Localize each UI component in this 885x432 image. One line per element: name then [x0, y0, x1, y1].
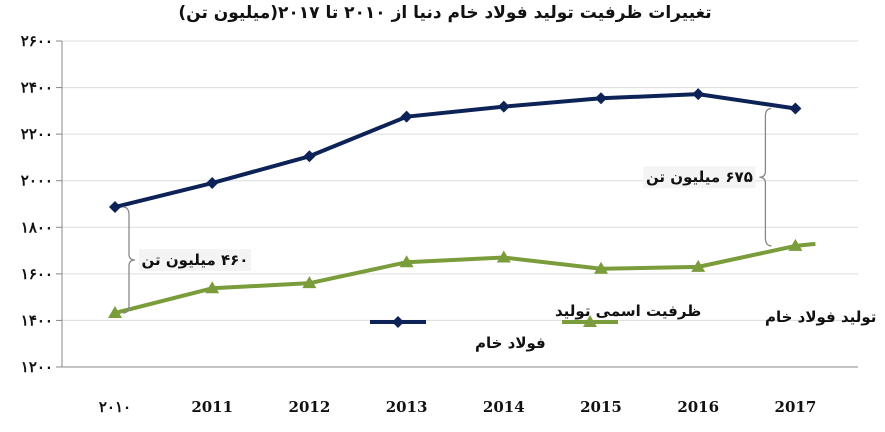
data-point	[400, 110, 413, 123]
data-point	[788, 238, 803, 251]
x-tick-label: 2015	[580, 398, 622, 416]
x-tick-label: 2013	[386, 398, 428, 416]
y-tick-label: ۱۴۰۰	[21, 311, 53, 329]
series-line	[114, 92, 796, 209]
y-tick-label: ۲۴۰۰	[21, 79, 53, 97]
y-tick-label: ۲۰۰۰	[21, 172, 53, 190]
x-axis-ticks: ۲۰۱۰ 2011 2012 2013 2014 2015 2016 2017	[99, 398, 816, 416]
series-group	[108, 88, 816, 318]
y-tick-label: ۱۲۰۰	[21, 358, 53, 376]
legend-label-production: تولید فولاد خام	[765, 308, 876, 326]
annotations: ۴۶۰ میلیون تن ۶۷۵ میلیون تن	[122, 107, 772, 314]
x-tick-label: 2012	[289, 398, 331, 416]
x-tick-label: 2017	[775, 398, 817, 416]
data-point	[691, 259, 706, 272]
data-point	[205, 281, 220, 294]
legend-label-capacity: ظرفیت اسمی تولید	[555, 302, 701, 320]
x-tick-label: 2016	[677, 398, 719, 416]
y-tick-label: ۱۸۰۰	[21, 218, 53, 236]
x-tick-label: 2014	[483, 398, 525, 416]
data-point	[108, 305, 122, 318]
legend-marker-capacity	[392, 316, 404, 328]
data-point	[206, 177, 219, 190]
data-point	[399, 255, 414, 268]
y-tick-label: ۲۶۰۰	[21, 32, 53, 50]
annotation-box	[643, 166, 756, 189]
annotation-label: ۶۷۵ میلیون تن	[646, 168, 753, 186]
series-line	[114, 243, 796, 315]
data-point	[789, 102, 802, 115]
x-tick-label: ۲۰۱۰	[99, 398, 131, 416]
data-point	[497, 100, 510, 113]
chart-title: تغییرات ظرفیت تولید فولاد خام دنیا از ۲۰…	[178, 3, 711, 23]
legend-label-capacity-line2: فولاد خام	[475, 334, 546, 352]
x-tick-label: 2011	[191, 398, 233, 416]
y-axis-ticks: ۱۲۰۰ ۱۴۰۰ ۱۶۰۰ ۱۸۰۰ ۲۰۰۰ ۲۲۰۰ ۲۴۰۰ ۲۶۰۰	[21, 32, 53, 376]
data-point	[595, 92, 607, 105]
data-point	[303, 150, 316, 163]
legend: ظرفیت اسمی تولید فولاد خام تولید فولاد خام	[370, 302, 876, 352]
y-tick-label: ۲۲۰۰	[21, 125, 53, 143]
data-point	[109, 201, 121, 214]
data-point	[692, 88, 705, 101]
annotation-brace	[122, 206, 136, 314]
legend-marker-production	[583, 315, 597, 327]
annotation-label: ۴۶۰ میلیون تن	[142, 251, 249, 269]
data-point	[302, 276, 317, 289]
grid	[56, 40, 858, 368]
annotation-box	[139, 249, 251, 272]
y-tick-label: ۱۶۰۰	[21, 265, 53, 283]
annotation-brace	[759, 107, 772, 247]
data-point	[594, 261, 608, 274]
data-point	[496, 250, 511, 263]
